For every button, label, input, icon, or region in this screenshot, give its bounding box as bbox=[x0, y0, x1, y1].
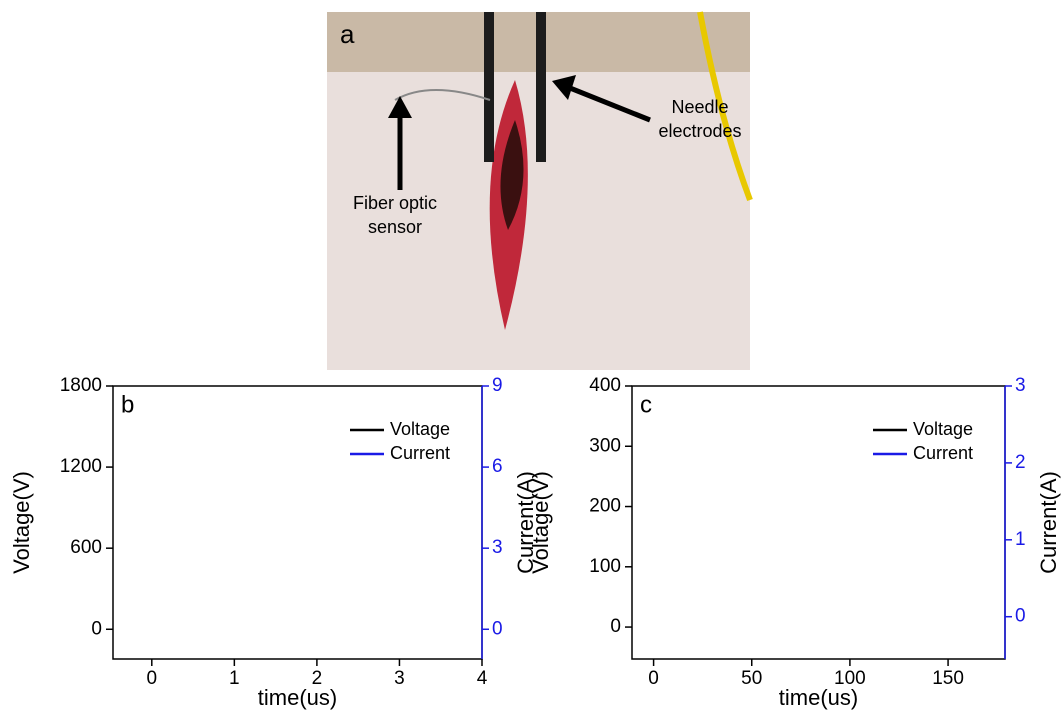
y2-tick-label: 0 bbox=[1015, 606, 1026, 627]
arrow-head bbox=[552, 75, 576, 100]
arrow-head bbox=[388, 96, 412, 118]
x-tick-label: 0 bbox=[648, 668, 659, 689]
legend-label: Voltage bbox=[913, 419, 973, 439]
y-axis-title: Voltage(V) bbox=[528, 471, 553, 574]
annotation: electrodes bbox=[658, 121, 741, 141]
legend-label: Current bbox=[390, 443, 450, 463]
x-tick-label: 100 bbox=[834, 668, 866, 689]
y-tick-label: 0 bbox=[610, 616, 621, 637]
y-tick-label: 1800 bbox=[60, 375, 102, 396]
x-tick-label: 4 bbox=[477, 668, 488, 689]
y2-axis-title: Current(A) bbox=[513, 471, 538, 574]
annotation: Needle bbox=[671, 97, 728, 117]
yellow-wire bbox=[697, 11, 753, 202]
y2-tick-label: 1 bbox=[1015, 529, 1026, 550]
panel-label: c bbox=[640, 391, 652, 418]
fiber bbox=[394, 89, 491, 101]
panel-label: a bbox=[340, 19, 355, 49]
y2-tick-label: 6 bbox=[492, 456, 503, 477]
y-tick-label: 1200 bbox=[60, 456, 102, 477]
y2-tick-label: 0 bbox=[492, 618, 503, 639]
incision-cavity bbox=[500, 120, 524, 230]
annotation: sensor bbox=[368, 217, 422, 237]
x-tick-label: 3 bbox=[394, 668, 405, 689]
x-axis-title: time(us) bbox=[258, 685, 337, 710]
y-tick-label: 200 bbox=[589, 496, 621, 517]
y-axis-title: Voltage(V) bbox=[9, 471, 34, 574]
y-tick-label: 0 bbox=[91, 618, 102, 639]
needle-electrode bbox=[536, 12, 546, 162]
x-tick-label: 0 bbox=[147, 668, 158, 689]
x-tick-label: 150 bbox=[932, 668, 964, 689]
legend-label: Voltage bbox=[390, 419, 450, 439]
y2-tick-label: 2 bbox=[1015, 452, 1026, 473]
y-tick-label: 100 bbox=[589, 556, 621, 577]
annotation: Fiber optic bbox=[353, 193, 437, 213]
y2-axis-title: Current(A) bbox=[1036, 471, 1061, 574]
needle-electrode bbox=[484, 12, 494, 162]
legend-label: Current bbox=[913, 443, 973, 463]
y-tick-label: 600 bbox=[70, 537, 102, 558]
photo-panel: a Needle electrodes Fiber optic sensor bbox=[327, 11, 753, 370]
panel-label: b bbox=[121, 391, 134, 418]
y2-tick-label: 3 bbox=[1015, 375, 1026, 396]
x-tick-label: 2 bbox=[312, 668, 323, 689]
y2-tick-label: 9 bbox=[492, 375, 503, 396]
x-axis-title: time(us) bbox=[779, 685, 858, 710]
x-tick-label: 50 bbox=[741, 668, 762, 689]
y2-tick-label: 3 bbox=[492, 537, 503, 558]
y-tick-label: 300 bbox=[589, 435, 621, 456]
x-tick-label: 1 bbox=[229, 668, 240, 689]
y-tick-label: 400 bbox=[589, 375, 621, 396]
arrow bbox=[569, 85, 651, 123]
